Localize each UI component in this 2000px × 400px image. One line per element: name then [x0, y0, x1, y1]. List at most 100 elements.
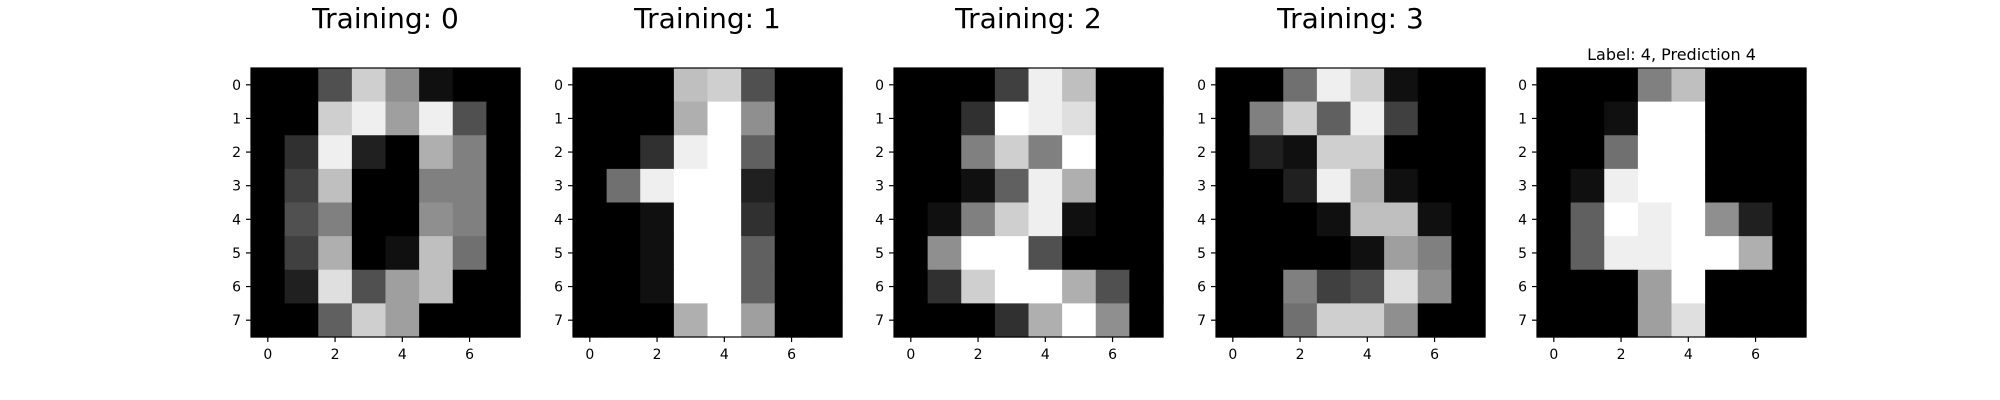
pixel-cell [741, 202, 776, 237]
pixel-cell [385, 202, 420, 237]
pixel-cell [927, 68, 962, 103]
y-tick-label: 5 [554, 246, 563, 262]
pixel-cell [1249, 202, 1284, 237]
pixel-cell [385, 68, 420, 103]
x-tick-label: 6 [1108, 347, 1117, 363]
pixel-cell [673, 101, 709, 136]
y-tick-label: 6 [232, 280, 241, 296]
pixel-cell [774, 101, 809, 136]
pixel-cell [385, 269, 420, 304]
pixel-cell [1451, 303, 1486, 338]
pixel-cell [385, 168, 420, 204]
y-tick-label: 4 [232, 212, 241, 228]
pixel-cell [1283, 135, 1318, 170]
pixel-cell [894, 202, 929, 237]
y-tick-label: 1 [1197, 111, 1206, 127]
pixel-cell [774, 303, 809, 338]
x-tick-label: 0 [906, 347, 915, 363]
pixel-cell [808, 135, 843, 170]
axes-frame [1215, 67, 1486, 338]
pixel-cell [640, 269, 675, 304]
pixel-cell [1451, 236, 1486, 271]
pixel-cell [318, 303, 353, 338]
pixel-cell [1637, 236, 1673, 271]
pixel-cell [1417, 135, 1452, 170]
pixel-cell [961, 101, 996, 136]
pixel-cell [606, 68, 641, 103]
pixel-cell [251, 202, 286, 237]
pixel-cell [606, 168, 641, 204]
x-tick-label: 2 [653, 347, 662, 363]
pixel-cell [1671, 236, 1706, 271]
pixel-cell [1316, 236, 1352, 271]
x-tick-label: 4 [1363, 347, 1372, 363]
pixel-cell [808, 68, 843, 103]
pixel-cell [1772, 236, 1807, 271]
axes-frame [893, 67, 1164, 338]
pixel-cell [1062, 202, 1097, 237]
x-tick-label: 2 [974, 347, 983, 363]
axes-frame [250, 67, 521, 338]
pixel-cell [1283, 101, 1318, 136]
pixel-cell [452, 236, 487, 271]
pixel-cell [741, 168, 776, 204]
pixel-cell [573, 269, 608, 304]
y-tick-label: 7 [232, 313, 241, 329]
pixel-cell [1249, 236, 1284, 271]
pixel-cell [640, 303, 675, 338]
pixel-cell [1637, 168, 1673, 204]
pixel-cell [1062, 68, 1097, 103]
pixel-cell [606, 269, 641, 304]
pixel-cell [1129, 68, 1164, 103]
y-tick-label: 6 [875, 280, 884, 296]
y-tick-label: 5 [1518, 246, 1527, 262]
pixel-cell [640, 168, 675, 204]
pixel-cell [1028, 168, 1063, 204]
pixel-cell [1671, 269, 1706, 304]
pixel-cell [1772, 135, 1807, 170]
pixel-cell [606, 236, 641, 271]
y-tick-label: 0 [1197, 78, 1206, 94]
pixel-cell [452, 135, 487, 170]
x-tick-label: 0 [1549, 347, 1558, 363]
y-tick-label: 7 [1518, 313, 1527, 329]
pixel-cell [927, 269, 962, 304]
pixel-cell [1129, 269, 1164, 304]
pixel-cell [1028, 101, 1063, 136]
pixel-cell [1384, 202, 1419, 237]
pixel-cell [640, 202, 675, 237]
y-tick-label: 2 [1197, 145, 1206, 161]
pixel-cell [1451, 68, 1486, 103]
pixel-cell [1283, 303, 1318, 338]
pixel-cell [419, 303, 454, 338]
pixel-cell [1384, 101, 1419, 136]
pixel-cell [808, 269, 843, 304]
pixel-cell [1637, 202, 1673, 237]
y-tick-label: 0 [1518, 78, 1527, 94]
pixel-cell [1705, 303, 1740, 338]
pixel-cell [1283, 236, 1318, 271]
pixel-cell [1316, 101, 1352, 136]
pixel-cell [351, 303, 387, 338]
pixel-cell [573, 101, 608, 136]
pixel-cell [1637, 68, 1673, 103]
axes-frame [1536, 67, 1807, 338]
pixel-cell [1671, 101, 1706, 136]
pixel-cell [1316, 68, 1352, 103]
pixel-cell [1604, 68, 1639, 103]
pixel-cell [573, 202, 608, 237]
pixel-cell [1705, 68, 1740, 103]
pixel-cell [961, 168, 996, 204]
y-tick-label: 2 [554, 145, 563, 161]
pixel-cell [1537, 303, 1572, 338]
y-tick-label: 2 [875, 145, 884, 161]
pixel-cell [1216, 68, 1251, 103]
pixel-cell [1216, 168, 1251, 204]
pixel-cell [573, 303, 608, 338]
y-tick-label: 5 [875, 246, 884, 262]
pixel-cell [1095, 168, 1130, 204]
pixel-cell [486, 135, 521, 170]
pixel-cell [1129, 202, 1164, 237]
pixel-cell [1028, 68, 1063, 103]
